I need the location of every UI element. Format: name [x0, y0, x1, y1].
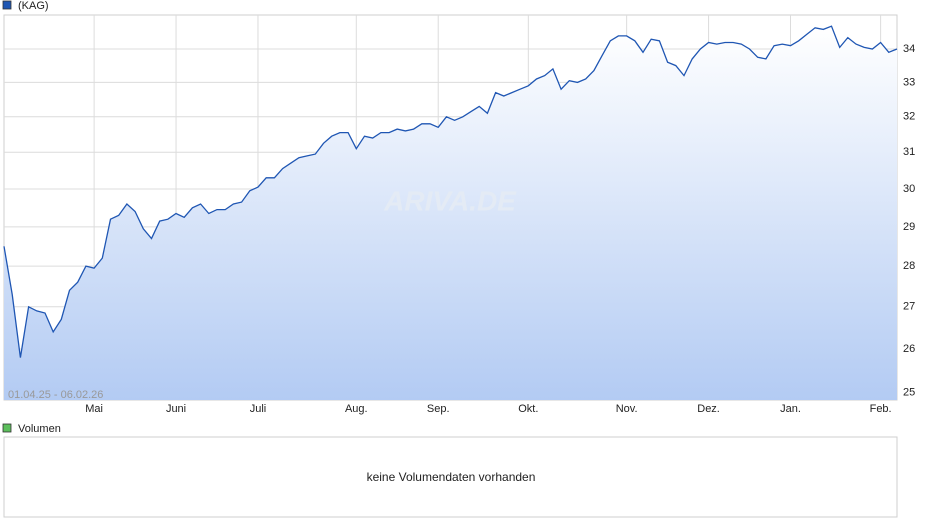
x-tick-label: Feb. [870, 403, 892, 415]
watermark: ARIVA.DE [383, 185, 517, 216]
price-line [3, 25, 898, 358]
volume-message: keine Volumendaten vorhanden [367, 470, 536, 484]
x-tick-label: Okt. [518, 403, 538, 415]
x-tick-label: Dez. [697, 403, 720, 415]
y-tick-label: 31 [903, 146, 915, 158]
x-tick-label: Nov. [616, 403, 638, 415]
x-tick-label: Juni [166, 403, 186, 415]
x-tick-label: Sep. [427, 403, 450, 415]
y-tick-label: 34 [903, 43, 915, 55]
date-range: 01.04.25 - 06.02.26 [8, 389, 103, 401]
y-tick-label: 32 [903, 111, 915, 123]
x-tick-label: Juli [250, 403, 267, 415]
y-tick-label: 27 [903, 301, 915, 313]
area [4, 26, 897, 400]
y-tick-label: 26 [903, 343, 915, 355]
y-tick-label: 33 [903, 76, 915, 88]
legend-label: (KAG) [18, 0, 49, 12]
x-tick-label: Jan. [780, 403, 801, 415]
y-tick-label: 25 [903, 387, 915, 399]
x-tick-label: Aug. [345, 403, 368, 415]
y-tick-label: 28 [903, 260, 915, 272]
y-tick-label: 30 [903, 183, 915, 195]
x-tick-label: Mai [85, 403, 103, 415]
volume-frame [3, 436, 898, 518]
legend-swatch [2, 0, 12, 10]
volume-swatch [2, 423, 12, 433]
y-tick-label: 29 [903, 221, 915, 233]
volume-title: Volumen [18, 423, 61, 435]
